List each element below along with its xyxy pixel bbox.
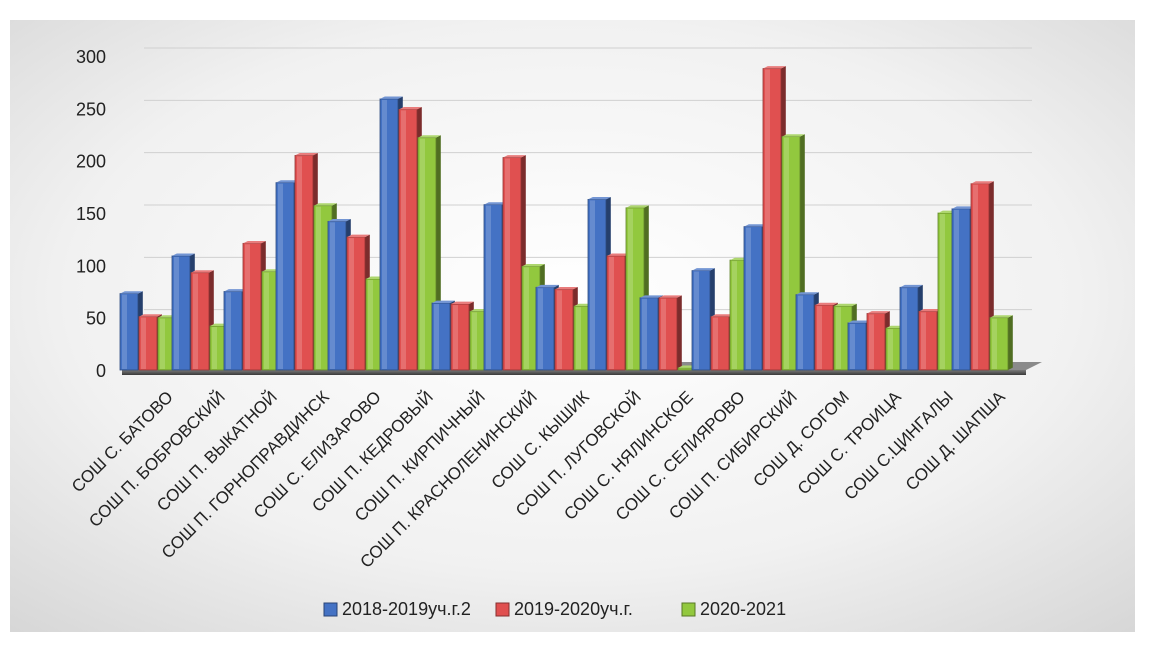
bar-highlight bbox=[817, 306, 822, 369]
bar-highlight bbox=[420, 139, 425, 369]
bar-highlight bbox=[538, 288, 543, 369]
y-tick-label: 150 bbox=[76, 204, 106, 224]
bar-highlight bbox=[472, 312, 477, 369]
bar-side bbox=[677, 295, 682, 370]
bar bbox=[659, 295, 682, 370]
bar-highlight bbox=[902, 288, 907, 369]
bar-highlight bbox=[576, 307, 581, 369]
bar-highlight bbox=[732, 261, 737, 369]
bar-highlight bbox=[921, 312, 926, 369]
bar-highlight bbox=[642, 299, 647, 369]
bar-highlight bbox=[245, 244, 250, 369]
bar-highlight bbox=[401, 110, 406, 369]
y-tick-label: 50 bbox=[86, 309, 106, 329]
bar-highlight bbox=[226, 293, 231, 370]
bar-highlight bbox=[316, 207, 321, 369]
bar-highlight bbox=[160, 319, 165, 369]
bar-highlight bbox=[954, 210, 959, 369]
bar-highlight bbox=[193, 274, 198, 369]
bar-highlight bbox=[212, 327, 217, 369]
bar-highlight bbox=[557, 290, 562, 369]
bar-highlight bbox=[888, 329, 893, 369]
bar bbox=[990, 315, 1013, 370]
legend-swatch bbox=[682, 603, 695, 616]
bar-highlight bbox=[765, 70, 770, 369]
bar-highlight bbox=[850, 324, 855, 369]
bar-highlight bbox=[368, 280, 373, 369]
bar-highlight bbox=[694, 272, 699, 369]
legend-label: 2020-2021 bbox=[700, 599, 786, 619]
bar-highlight bbox=[505, 159, 510, 369]
bar-highlight bbox=[330, 222, 335, 369]
bar-highlight bbox=[264, 273, 269, 369]
bar-highlight bbox=[453, 305, 458, 369]
bar-highlight bbox=[628, 209, 633, 369]
legend-label: 2018-2019уч.г.2 bbox=[342, 599, 471, 619]
legend: 2018-2019уч.г.2 2019-2020уч.г. 2020-2021 bbox=[324, 599, 786, 619]
legend-entry: 2019-2020уч.г. bbox=[496, 599, 633, 619]
bar-side bbox=[1008, 315, 1013, 370]
bar-highlight bbox=[869, 314, 874, 369]
bar-highlight bbox=[609, 257, 614, 369]
bar-highlight bbox=[784, 138, 789, 369]
legend-label: 2019-2020уч.г. bbox=[514, 599, 633, 619]
bar-highlight bbox=[349, 238, 354, 369]
floor-front bbox=[122, 370, 1026, 375]
bar-highlight bbox=[278, 184, 283, 369]
bar-highlight bbox=[174, 257, 179, 369]
bar-highlight bbox=[992, 319, 997, 369]
bar-highlight bbox=[122, 295, 127, 369]
bar-highlight bbox=[713, 318, 718, 369]
y-tick-label: 200 bbox=[76, 152, 106, 172]
y-tick-label: 250 bbox=[76, 99, 106, 119]
legend-swatch bbox=[324, 603, 337, 616]
bar-highlight bbox=[746, 228, 751, 369]
bar-highlight bbox=[524, 267, 529, 369]
y-tick-label: 0 bbox=[96, 361, 106, 381]
legend-swatch bbox=[496, 603, 509, 616]
bar-highlight bbox=[661, 299, 666, 369]
bar-highlight bbox=[798, 296, 803, 369]
bar-highlight bbox=[973, 185, 978, 369]
bar-highlight bbox=[590, 200, 595, 369]
bar-highlight bbox=[297, 156, 302, 369]
bar-highlight bbox=[940, 214, 945, 369]
bar-highlight bbox=[836, 307, 841, 369]
bar-highlight bbox=[486, 206, 491, 369]
y-tick-label: 300 bbox=[76, 47, 106, 67]
bar-highlight bbox=[141, 318, 146, 369]
bar-highlight bbox=[382, 100, 387, 369]
bar-highlight bbox=[434, 304, 439, 369]
y-tick-label: 100 bbox=[76, 256, 106, 276]
legend-entry: 2018-2019уч.г.2 bbox=[324, 599, 471, 619]
